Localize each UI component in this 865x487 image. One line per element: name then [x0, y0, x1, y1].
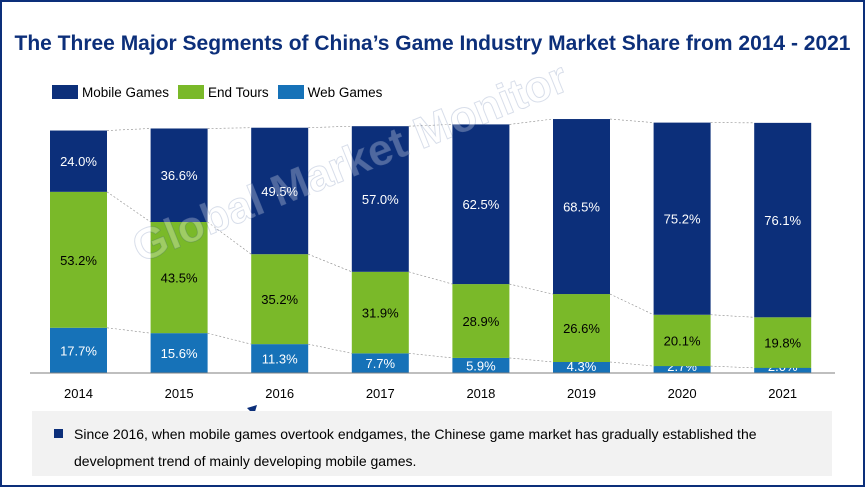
data-label-bg-2018: [453, 358, 509, 373]
data-label-end-2018: 28.9%: [462, 314, 499, 329]
bar-end-2019: [553, 294, 610, 363]
data-label-end-2016: 35.2%: [261, 292, 298, 307]
connector-mobile-2016: [308, 125, 352, 129]
connector-web-2018: [509, 357, 554, 363]
connector-mobile-2017: [408, 124, 453, 127]
data-label-end-2019: 26.6%: [563, 321, 600, 336]
x-tick-label-2015: 2015: [165, 386, 194, 401]
connector-end-2018: [509, 283, 554, 295]
connector-web-2019: [609, 361, 654, 367]
legend-item-end: End Tours: [178, 85, 269, 100]
data-label-bg-2017: [352, 356, 408, 371]
data-label-mobile-2021: 76.1%: [764, 213, 801, 228]
connector-web-2015: [207, 332, 252, 345]
bar-mobile-2017: [351, 126, 409, 272]
data-label-mobile-2015: 36.6%: [161, 168, 198, 183]
connector-mobile-2015: [207, 127, 252, 129]
bar-end-2015: [150, 221, 208, 334]
data-label-mobile-2014: 24.0%: [60, 154, 97, 169]
data-label-web-2019: 4.3%: [567, 359, 597, 374]
bar-mobile-2019: [553, 119, 610, 295]
legend-label-web: Web Games: [307, 84, 383, 100]
legend-swatch-web: [277, 85, 304, 99]
x-tick-label-2016: 2016: [265, 386, 294, 401]
data-label-mobile-2018: 62.5%: [462, 197, 499, 212]
data-label-bg-2016: [252, 351, 308, 366]
bullet-icon: [54, 429, 63, 438]
bar-mobile-2016: [251, 127, 309, 255]
legend-item-mobile: Mobile Games: [52, 85, 169, 100]
legend-label-end: End Tours: [208, 84, 269, 100]
chart-title: The Three Major Segments of China’s Game…: [14, 32, 851, 55]
connector-end-2020: [710, 314, 755, 318]
legend: Mobile Games End Tours Web Games: [52, 84, 391, 100]
connector-web-2017: [408, 353, 453, 359]
connector-end-2015: [207, 221, 252, 255]
bar-end-2020: [653, 314, 711, 367]
bar-mobile-2014: [50, 130, 107, 192]
bar-end-2021: [754, 317, 812, 368]
data-label-bg-2015: [151, 346, 207, 361]
data-label-mobile-2019: 68.5%: [563, 200, 600, 215]
data-label-mobile-2020: 75.2%: [664, 212, 701, 227]
bar-end-2014: [50, 191, 107, 328]
connector-end-2016: [308, 253, 352, 273]
connector-web-2016: [308, 343, 352, 354]
data-label-mobile-2016: 49.5%: [261, 184, 298, 199]
bar-mobile-2015: [150, 128, 208, 222]
legend-swatch-mobile: [52, 85, 78, 99]
connector-mobile-2019: [609, 118, 654, 123]
legend-swatch-end: [178, 85, 205, 99]
connector-web-2020: [710, 365, 755, 369]
data-label-end-2014: 53.2%: [60, 253, 97, 268]
data-label-web-2017: 7.7%: [365, 356, 395, 371]
bar-mobile-2021: [754, 122, 812, 318]
bar-mobile-2020: [653, 122, 711, 315]
data-label-web-2014: 17.7%: [60, 343, 97, 358]
connector-end-2017: [408, 271, 453, 285]
data-label-bg-2019: [554, 359, 609, 373]
legend-item-web: Web Games: [277, 84, 383, 100]
data-label-bg-2014: [51, 343, 106, 358]
x-tick-label-2019: 2019: [567, 386, 596, 401]
connector-mobile-2018: [509, 118, 554, 125]
x-tick-label-2018: 2018: [466, 386, 495, 401]
bar-end-2016: [251, 254, 309, 345]
data-label-web-2018: 5.9%: [466, 358, 496, 373]
connector-end-2019: [609, 293, 654, 316]
data-label-web-2015: 15.6%: [161, 346, 198, 361]
note-box: Since 2016, when mobile games overtook e…: [32, 411, 832, 476]
data-label-end-2015: 43.5%: [161, 271, 198, 286]
data-label-mobile-2017: 57.0%: [362, 192, 399, 207]
x-tick-label-2021: 2021: [768, 386, 797, 401]
x-tick-label-2014: 2014: [64, 386, 93, 401]
bar-end-2017: [351, 271, 409, 354]
connector-mobile-2014: [106, 128, 151, 131]
x-tick-label-2020: 2020: [668, 386, 697, 401]
x-tick-label-2017: 2017: [366, 386, 395, 401]
connector-web-2014: [106, 327, 151, 334]
note-text: Since 2016, when mobile games overtook e…: [74, 426, 757, 469]
bar-mobile-2018: [452, 124, 510, 285]
data-label-web-2016: 11.3%: [262, 352, 298, 367]
legend-label-mobile: Mobile Games: [82, 84, 170, 100]
data-label-end-2017: 31.9%: [362, 306, 399, 321]
connector-end-2014: [106, 191, 151, 223]
data-label-end-2020: 20.1%: [664, 333, 701, 348]
data-label-end-2021: 19.8%: [764, 336, 801, 351]
bar-end-2018: [452, 284, 510, 358]
